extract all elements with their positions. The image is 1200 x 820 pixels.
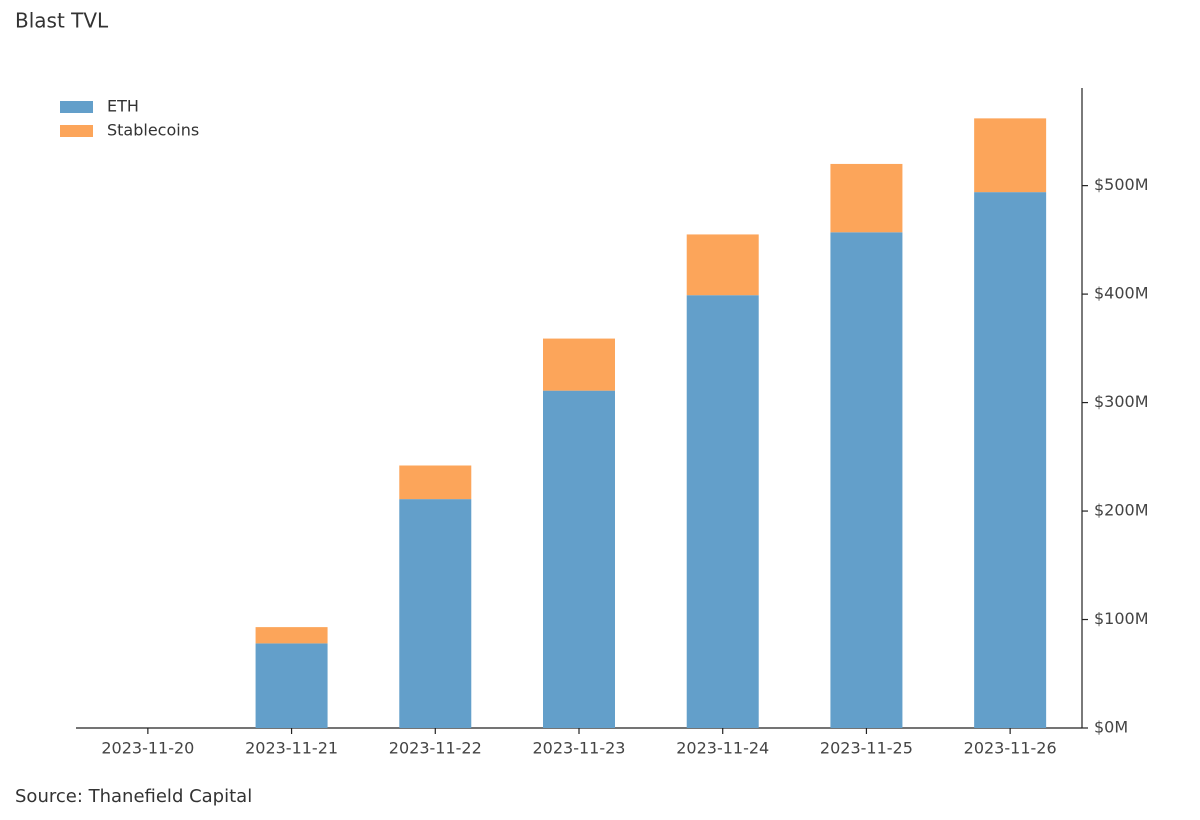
legend-swatch xyxy=(60,101,93,113)
chart-title: Blast TVL xyxy=(15,9,109,33)
bar-segment xyxy=(255,627,328,644)
x-tick-label: 2023-11-21 xyxy=(245,739,338,758)
x-tick-label: 2023-11-24 xyxy=(676,739,769,758)
y-tick-label: $300M xyxy=(1094,392,1149,411)
y-tick-label: $0M xyxy=(1094,718,1128,737)
bar-segment xyxy=(974,192,1047,728)
bar-segment xyxy=(543,390,615,728)
x-tick-label: 2023-11-23 xyxy=(533,739,626,758)
legend-label: Stablecoins xyxy=(107,121,199,140)
bar-segment xyxy=(686,295,759,728)
source-note: Source: Thanefield Capital xyxy=(15,786,252,807)
x-tick-label: 2023-11-25 xyxy=(820,739,913,758)
bar-segment xyxy=(399,465,472,500)
bar-segment xyxy=(543,338,615,391)
x-tick-label: 2023-11-22 xyxy=(389,739,482,758)
y-tick-label: $500M xyxy=(1094,175,1149,194)
y-tick-label: $200M xyxy=(1094,501,1149,520)
bar-segment xyxy=(974,118,1047,193)
legend-label: ETH xyxy=(107,97,139,116)
legend-swatch xyxy=(60,125,93,137)
bar-segment xyxy=(399,499,472,728)
x-tick-label: 2023-11-26 xyxy=(964,739,1057,758)
bar-segment xyxy=(686,234,759,296)
y-tick-label: $400M xyxy=(1094,284,1149,303)
bar-segment xyxy=(830,163,903,233)
bar-segment xyxy=(830,232,903,728)
bar-segment xyxy=(255,643,328,728)
x-tick-label: 2023-11-20 xyxy=(101,739,194,758)
y-tick-label: $100M xyxy=(1094,609,1149,628)
